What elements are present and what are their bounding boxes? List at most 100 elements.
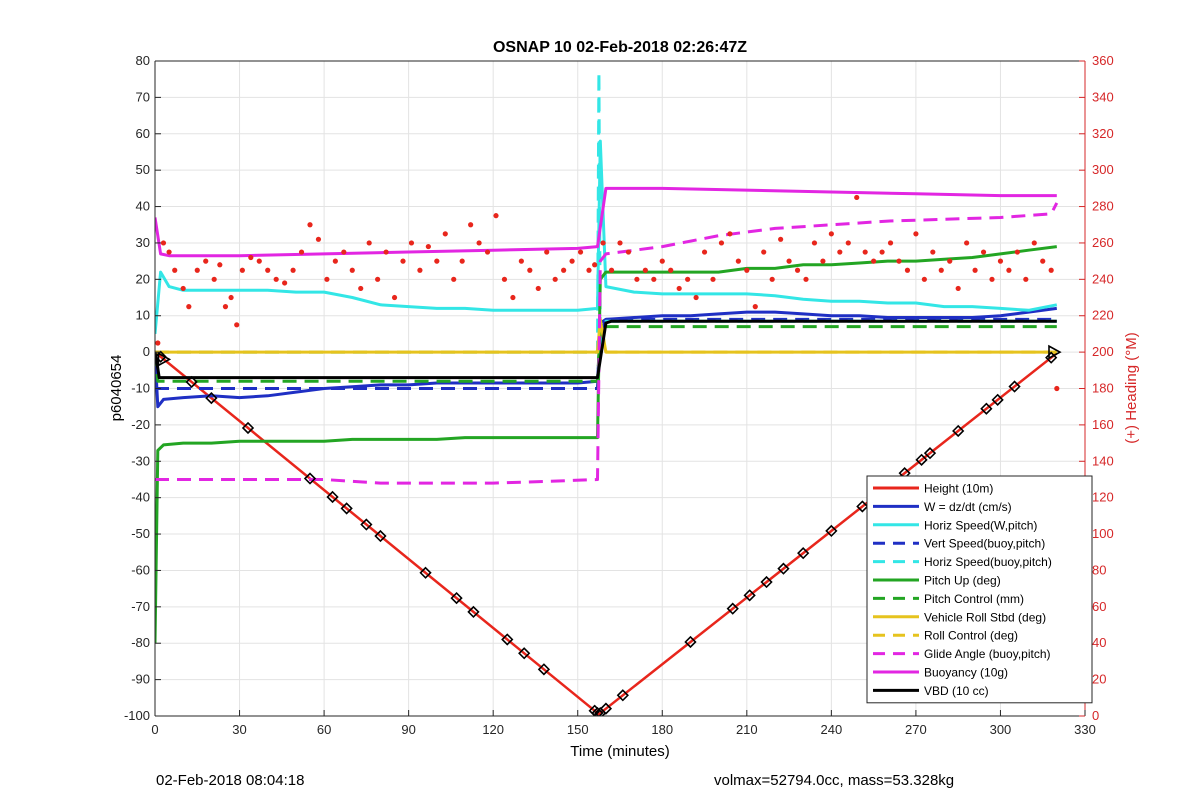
footer-timestamp: 02-Feb-2018 08:04:18 [156,772,305,789]
height-marker [684,635,697,649]
x-tick-label: 120 [482,722,504,737]
heading-point [493,213,499,219]
height-marker [185,375,198,389]
y2-tick-label: 360 [1092,53,1114,68]
heading-point [803,276,809,282]
height-marker [501,633,514,646]
heading-point [265,267,271,273]
y2-tick-label: 280 [1092,199,1114,214]
y-tick-label: -80 [131,635,150,650]
height-marker [374,529,387,543]
heading-point [608,267,615,273]
heading-point [845,240,851,246]
heading-point [459,258,465,264]
legend-label-8: Roll Control (deg) [924,629,1018,643]
y2-tick-label: 300 [1092,162,1114,177]
heading-point [476,240,482,246]
y-tick-label: -60 [131,562,150,577]
heading-point [349,267,355,273]
heading-point [375,276,381,282]
heading-point [425,243,431,250]
legend-box [866,475,1093,704]
y2-axis-label: (+) Heading (°M) [1123,332,1140,443]
heading-point [1023,276,1029,282]
heading-point [794,267,801,273]
heading-point [896,258,902,264]
y2-tick-label: 320 [1092,126,1114,141]
heading-point [600,240,606,246]
heading-point [651,276,657,282]
height-marker [303,472,317,485]
heading-point [634,276,640,282]
height-marker [599,702,613,715]
heading-point [947,258,953,264]
height-marker [591,706,604,716]
height-marker [340,502,353,515]
heading-point [160,240,167,246]
y2-tick-label: 140 [1092,453,1114,468]
y2-tick-label: 100 [1092,526,1114,541]
heading-point [400,258,406,264]
series-layer [155,70,1062,716]
legend-label-6: Pitch Control (mm) [924,592,1024,606]
heading-point [930,249,936,255]
heading-point [451,276,457,282]
y2-tick-label: 80 [1092,562,1106,577]
x-tick-label: 330 [1074,722,1096,737]
heading-point [203,258,209,264]
heading-point [642,267,648,273]
height-marker [856,500,869,513]
height-marker [467,605,480,619]
series-line-0 [155,351,1058,716]
heading-point [307,222,313,228]
heading-point [820,258,826,264]
height-marker [241,421,255,435]
y2-tick-label: 40 [1092,635,1106,650]
heading-point [1031,240,1037,246]
height-marker [825,524,838,538]
height-marker [760,575,773,589]
heading-point [871,258,877,264]
heading-point [383,249,389,255]
series-line-11 [155,319,1057,380]
heading-point [761,249,767,255]
heading-point [997,258,1004,264]
height-marker [326,490,339,504]
heading-point [186,304,192,310]
heading-point [535,285,541,292]
legend: Height (10m) W = dz/dt (cm/s) Horiz Speed(… [866,475,1093,704]
heading-point [234,322,240,328]
heading-point [194,267,200,273]
height-marker [155,350,167,363]
heading-point [972,267,978,273]
heading-point [518,258,524,264]
heading-point [366,240,372,246]
heading-point [964,240,970,246]
legend-label-9: Glide Angle (buoy,pitch) [924,647,1051,661]
height-marker [518,647,531,660]
x-tick-label: 270 [905,722,927,737]
heading-point [577,249,584,255]
heading-point [332,258,338,264]
y2-tick-label: 180 [1092,381,1114,396]
x-tick-label: 0 [151,722,158,737]
height-marker [952,424,965,438]
heading-point [955,285,961,292]
height-marker [991,393,1004,406]
heading-point [727,231,733,237]
y2-tick-label: 260 [1092,235,1114,250]
heading-point [989,276,995,282]
height-marker [360,518,373,531]
heading-point [718,240,725,246]
heading-point [659,258,665,264]
legend-label-7: Vehicle Roll Stbd (deg) [924,610,1046,624]
heading-point [980,249,987,255]
y2-tick-label: 240 [1092,271,1114,286]
heading-point [217,262,223,268]
x-tick-label: 300 [990,722,1012,737]
height-marker [450,591,463,605]
heading-point [248,254,254,261]
y2-tick-label: 60 [1092,599,1106,614]
heading-point [228,294,234,301]
legend-label-4: Horiz Speed(buoy,pitch) [924,555,1052,569]
